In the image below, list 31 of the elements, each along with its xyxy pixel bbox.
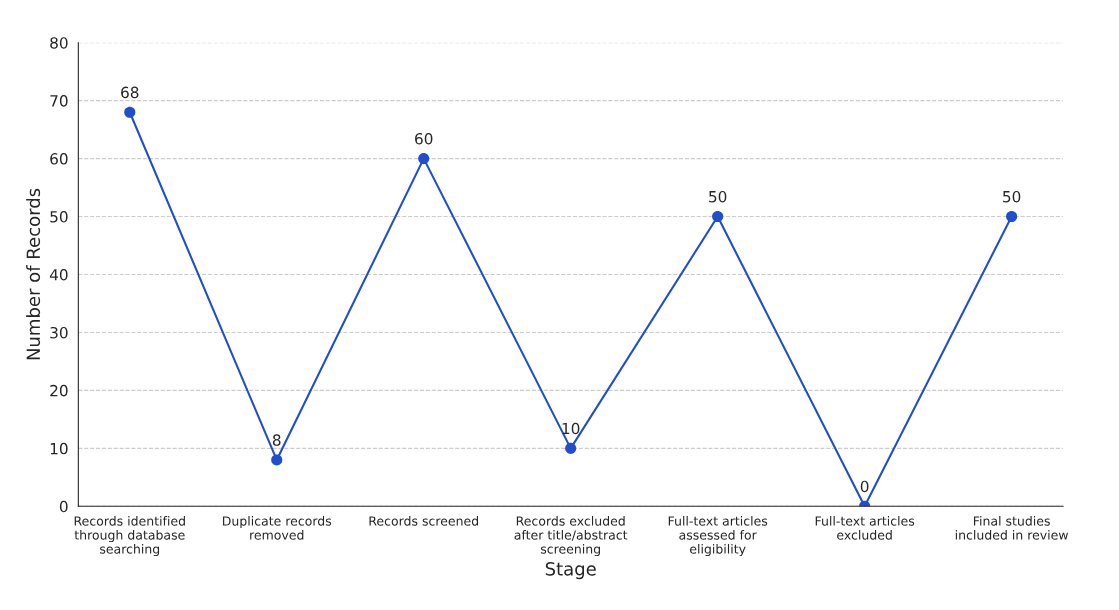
- data-label: 10: [562, 422, 580, 435]
- x-tick-label: Records screened: [369, 516, 478, 526]
- y-tick-label: 20: [50, 384, 68, 397]
- point: [712, 210, 724, 223]
- y-tick-label: 10: [50, 442, 68, 455]
- y-tick-label: 60: [50, 153, 68, 165]
- x-tick-label: Full-text articles excluded: [815, 516, 915, 540]
- y-tick-label: 0: [59, 500, 68, 513]
- data-label: 60: [415, 132, 433, 145]
- y-tick-label: 50: [50, 211, 68, 223]
- x-tick-label: Duplicate records removed: [222, 516, 332, 540]
- point: [124, 106, 136, 118]
- data-label: 0: [860, 480, 869, 493]
- point: [1006, 210, 1018, 223]
- point: [271, 454, 283, 466]
- x-tick-label: Final studies included in review: [955, 516, 1069, 540]
- y-tick-label: 30: [50, 326, 68, 339]
- x-tick-label: Records excluded after title/abstract screening: [514, 516, 628, 557]
- y-tick-label: 80: [50, 37, 68, 49]
- y-axis-title: Number of Records: [26, 188, 41, 360]
- data-label: 8: [272, 434, 281, 446]
- x-tick-label: Full-text articles assessed for eligibility: [668, 516, 768, 557]
- data-label: 68: [121, 86, 139, 99]
- data-label: 50: [1003, 190, 1021, 203]
- y-tick-label: 70: [50, 95, 68, 107]
- y-tick-label: 40: [49, 268, 68, 281]
- point: [565, 442, 577, 454]
- point: [418, 153, 430, 165]
- x-axis-title: Stage: [545, 561, 596, 580]
- data-label: 50: [709, 190, 727, 203]
- x-tick-label: Records identified through database searching: [74, 516, 185, 557]
